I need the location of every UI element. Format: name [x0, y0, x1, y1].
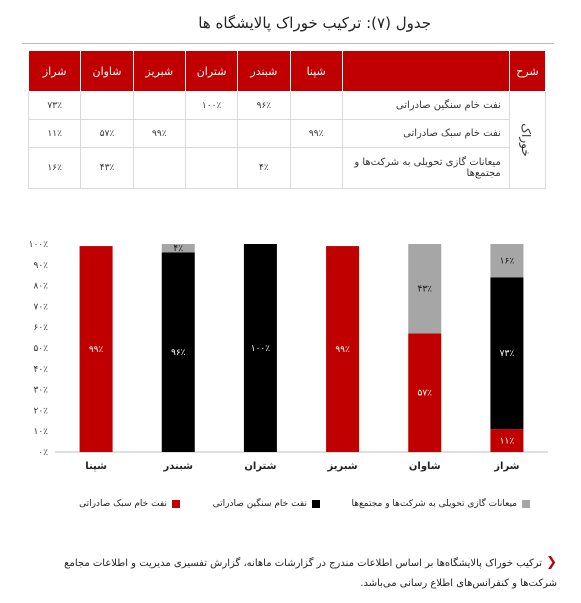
- table-title: جدول (۷): ترکیب خوراک پالایشگاه ها: [198, 14, 431, 32]
- table-cell: ۴٪: [237, 147, 291, 189]
- source-note: ❮ترکیب خوراک پالایشگاه‌ها بر اساس اطلاعا…: [37, 553, 557, 594]
- bar-segment: [243, 244, 277, 452]
- bar-segment: [490, 277, 524, 430]
- data-label: ۱۱٪: [500, 437, 515, 447]
- x-tick-label: شراز: [493, 461, 519, 472]
- bar-segment: [490, 244, 524, 278]
- legend-label: میعانات گازی تحویلی به شرکت‌ها و مجتمع‌ه…: [351, 499, 518, 509]
- legend-swatch: [172, 500, 180, 508]
- table-cell: [184, 147, 238, 189]
- table-cell: ۹۹٪: [289, 119, 343, 148]
- table-cell: [289, 91, 343, 120]
- bullet-arrow-icon: ❮: [546, 555, 557, 570]
- bar-segment: [408, 244, 442, 334]
- x-tick-label: شاوان: [409, 461, 441, 472]
- row-label: نفت خام سبک صادراتی: [341, 119, 510, 148]
- bar-segment: [79, 246, 113, 452]
- legend-item-heavy: نفت خام سنگین صادراتی: [213, 499, 320, 509]
- table-cell: [237, 119, 291, 148]
- row-label: نفت خام سنگین صادراتی: [341, 91, 510, 120]
- table-cell: ۷۳٪: [27, 91, 81, 120]
- data-label: ۱۶٪: [500, 257, 515, 267]
- feed-table: شرح شپنا شبندر شتران شبریز شاوان شراز خو…: [27, 50, 547, 189]
- bar-segment: [161, 252, 195, 452]
- bar-segment: [490, 429, 524, 452]
- table-cell: ۹۹٪: [132, 119, 186, 148]
- table-cell: [184, 119, 238, 148]
- y-tick-label: ۰٪: [38, 448, 48, 458]
- legend-label: نفت خام سنگین صادراتی: [212, 499, 307, 509]
- bar-segment: [161, 244, 195, 253]
- legend-label: نفت خام سبک صادراتی: [79, 499, 167, 509]
- y-tick-label: ۸۰٪: [33, 282, 48, 292]
- data-label: ۷۳٪: [500, 349, 515, 359]
- x-tick-label: شپنا: [85, 461, 107, 472]
- bar-segment: [408, 333, 442, 452]
- header-col: شپنا: [289, 50, 343, 92]
- x-tick-label: شبریز: [327, 461, 358, 472]
- data-label: ۹۶٪: [171, 348, 186, 358]
- y-tick-label: ۹۰٪: [33, 261, 48, 271]
- row-label: میعانات گازی تحویلی به شرکت‌ها و مجتمع‌ه…: [341, 147, 510, 189]
- data-label: ۱۰۰٪: [251, 344, 271, 354]
- y-tick-label: ۱۰۰٪: [29, 240, 49, 250]
- stacked-bar-chart: ۰٪ ۱۰٪ ۲۰٪ ۳۰٪ ۴۰٪ ۵۰٪ ۶۰٪ ۷۰٪ ۸۰٪ ۹۰٪ ۱۰۰٪ ۹۹٪ شپنا…: [29, 240, 548, 472]
- y-tick-label: ۲۰٪: [33, 406, 48, 416]
- data-label: ۹۹٪: [335, 345, 350, 355]
- y-tick-label: ۴۰٪: [33, 365, 48, 375]
- table-cell: [132, 147, 186, 189]
- header-col: شبندر: [237, 50, 291, 92]
- table-cell: [289, 147, 343, 189]
- chart-legend: میعانات گازی تحویلی به شرکت‌ها و مجتمع‌ه…: [60, 499, 540, 515]
- data-label: ۹۹٪: [89, 345, 104, 355]
- header-group: شرح: [508, 50, 547, 92]
- table-row: نفت خام سبک صادراتی ۹۹٪ ۹۹٪ ۵۷٪ ۱۱٪: [27, 119, 546, 148]
- legend-item-light: نفت خام سبک صادراتی: [79, 499, 180, 509]
- group-cell: خوراک: [508, 91, 547, 189]
- table-cell: ۱۱٪: [27, 119, 81, 148]
- title-divider: [22, 43, 554, 44]
- legend-swatch: [312, 500, 320, 508]
- legend-item-condensate: میعانات گازی تحویلی به شرکت‌ها و مجتمع‌ه…: [351, 499, 530, 509]
- y-tick-label: ۳۰٪: [33, 386, 48, 396]
- table-header-row: شرح شپنا شبندر شتران شبریز شاوان شراز: [27, 50, 547, 92]
- source-note-text: ترکیب خوراک پالایشگاه‌ها بر اساس اطلاعات…: [64, 558, 557, 589]
- group-label: خوراک: [518, 123, 533, 157]
- bar-segment: [326, 246, 360, 452]
- legend-swatch: [522, 500, 530, 508]
- y-tick-label: ۷۰٪: [33, 302, 48, 312]
- y-tick-label: ۱۰٪: [33, 427, 48, 437]
- table-cell: [80, 91, 134, 120]
- x-tick-label: شبندر: [162, 461, 193, 472]
- table-cell: [132, 91, 186, 120]
- table-cell: ۹۶٪: [237, 91, 291, 120]
- header-col: شبریز: [132, 50, 186, 92]
- table-cell: ۱۶٪: [27, 147, 81, 189]
- table-cell: ۱۰۰٪: [184, 91, 238, 120]
- header-col: شتران: [184, 50, 239, 92]
- table-row: میعانات گازی تحویلی به شرکت‌ها و مجتمع‌ه…: [27, 147, 546, 189]
- table-cell: ۴۳٪: [80, 147, 134, 189]
- x-tick-label: شتران: [244, 461, 276, 472]
- data-label: ۴٪: [173, 244, 183, 254]
- table-row: خوراک نفت خام سنگین صادراتی ۹۶٪ ۱۰۰٪ ۷۳٪: [27, 91, 547, 189]
- y-tick-label: ۶۰٪: [33, 323, 48, 333]
- header-desc: [341, 50, 510, 92]
- header-col: شاوان: [80, 50, 134, 92]
- data-label: ۴۳٪: [417, 285, 432, 295]
- header-col: شراز: [27, 50, 82, 92]
- table-cell: ۵۷٪: [80, 119, 134, 148]
- y-tick-label: ۵۰٪: [33, 344, 48, 354]
- data-label: ۵۷٪: [417, 389, 432, 399]
